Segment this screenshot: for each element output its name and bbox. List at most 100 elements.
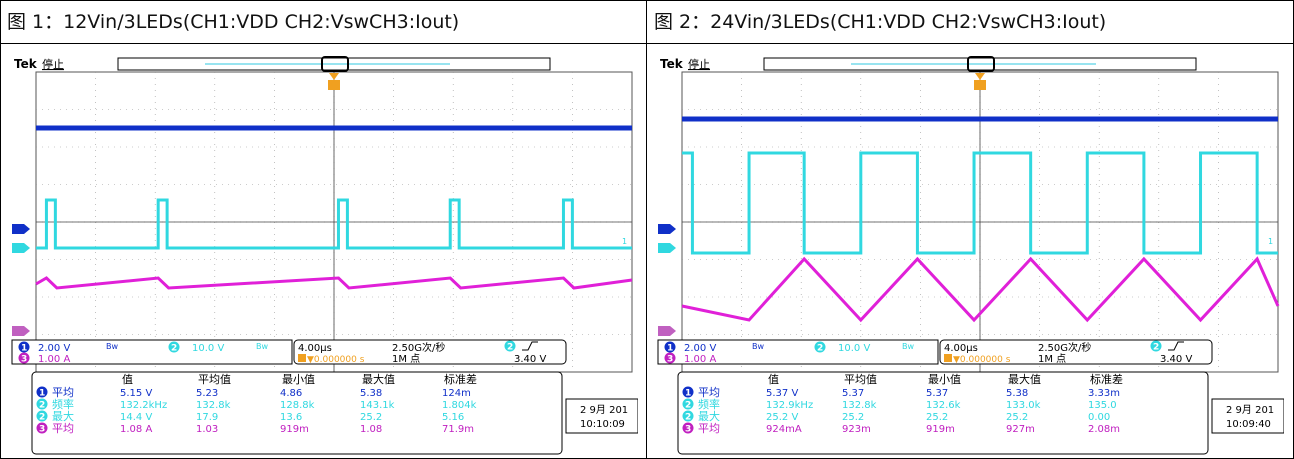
- meas-header: 标准差: [444, 372, 477, 386]
- meas-row-badge: [682, 422, 694, 434]
- ch3-badge: [664, 352, 676, 364]
- trigger-position: ▼0.000000 s: [307, 355, 365, 365]
- ch1-ground-marker: [658, 224, 676, 234]
- meas-row-name: 最大: [698, 409, 720, 423]
- ch1-scale: 2.00 V: [38, 343, 70, 354]
- meas-value: 132.8k: [842, 400, 877, 411]
- meas-header: 最小值: [282, 373, 315, 386]
- meas-row-name: 平均: [52, 422, 74, 435]
- meas-row-badge: [682, 398, 694, 410]
- ch3-scale: 1.00 A: [38, 354, 70, 365]
- meas-value: 17.9: [196, 412, 218, 423]
- meas-row-badge-number: 1: [685, 389, 691, 399]
- meas-value: 14.4 V: [120, 412, 152, 423]
- ch2-edge-mark: 1: [1268, 237, 1273, 246]
- ch2-bw-icon: Bw: [902, 342, 914, 351]
- ch2-edge-mark: 1: [622, 237, 627, 246]
- scope-screenshot-2: Tek 停止 1 1 2.00 V Bw 2 10.0 V Bw 3 1.00 A 4.00µs ▼0.…: [656, 56, 1284, 456]
- record-view-window: [321, 56, 349, 72]
- ch2-scale: 10.0 V: [838, 343, 870, 354]
- ch2-ground-marker: [12, 243, 30, 253]
- ch3-trace: [35, 276, 633, 290]
- meas-value: 2.08m: [1088, 424, 1120, 435]
- meas-value: 135.0: [1088, 400, 1117, 411]
- timebase-value: 4.00µs: [944, 343, 978, 354]
- meas-row-badge-number: 2: [685, 413, 691, 423]
- meas-header: 平均值: [198, 373, 231, 386]
- datetime-box: [1211, 398, 1284, 434]
- meas-row-badge-number: 2: [39, 413, 45, 423]
- record-view-window: [967, 56, 995, 72]
- scope-state: 停止: [42, 57, 64, 71]
- meas-row-badge: [36, 422, 48, 434]
- meas-value: 5.15 V: [120, 388, 152, 399]
- ch1-ground-marker: [12, 224, 30, 234]
- meas-row-name: 平均: [698, 422, 720, 435]
- meas-value: 128.8k: [280, 400, 315, 411]
- ch2-badge-number: 2: [171, 344, 177, 354]
- scope-svg: Tek 停止 1 1 2.00 V Bw 2 10.0 V Bw 3 1.00 A 4.00µs▼0.…: [657, 56, 1284, 455]
- meas-value: 132.9kHz: [766, 400, 813, 411]
- meas-value: 5.23: [196, 388, 218, 399]
- meas-row-name: 频率: [52, 397, 74, 411]
- timebase-box: [939, 339, 1213, 365]
- meas-value: 124m: [442, 388, 471, 399]
- scope-screenshot-1: Tek 停止 1 1 2.00 V Bw 2 10.0 V Bw 3 1.00 A 4.00µs ▼0.…: [10, 56, 638, 456]
- ch3-badge: [18, 352, 30, 364]
- timebase-value: 4.00µs: [298, 343, 332, 354]
- ch2-badge: [814, 341, 826, 353]
- meas-row-badge: [36, 386, 48, 398]
- meas-row-badge-number: 1: [39, 389, 45, 399]
- channel-settings-box: [657, 339, 939, 365]
- meas-header: 标准差: [1090, 372, 1123, 386]
- meas-row-badge-number: 2: [39, 401, 45, 411]
- meas-row-badge-number: 2: [685, 401, 691, 411]
- ch1-bw-icon: Bw: [752, 342, 764, 351]
- meas-value: 132.6k: [926, 400, 961, 411]
- meas-value: 923m: [842, 424, 871, 435]
- scope-brand: Tek: [660, 57, 684, 71]
- ch3-badge-number: 3: [21, 355, 27, 365]
- scope-svg: Tek 停止 1 1 2.00 V Bw 2 10.0 V Bw 3 1.00 A 4.00µs▼0.…: [11, 56, 638, 455]
- meas-header: 最小值: [928, 373, 961, 386]
- trigger-source-number: 2: [1153, 343, 1159, 353]
- trigger-slope-icon: [1168, 341, 1184, 351]
- meas-value: 132.2kHz: [120, 400, 167, 411]
- ch2-trace: [682, 151, 1278, 255]
- measurements-box: [31, 371, 563, 455]
- meas-header: 值: [122, 373, 133, 386]
- scope-state: 停止: [688, 57, 710, 71]
- meas-value: 25.2: [360, 412, 382, 423]
- meas-value: 133.0k: [1006, 400, 1041, 411]
- record-length: 1M 点: [392, 353, 420, 365]
- trigger-t-icon: [328, 80, 340, 90]
- ch1-scale: 2.00 V: [684, 343, 716, 354]
- meas-row-name: 平均: [52, 386, 74, 399]
- ch3-ground-marker: [12, 326, 30, 336]
- ch1-badge-number: 1: [21, 344, 27, 354]
- meas-value: 4.86: [280, 388, 302, 399]
- trigger-position: ▼0.000000 s: [953, 355, 1011, 365]
- meas-row-badge-number: 3: [685, 425, 691, 435]
- scope-time: 10:09:40: [1226, 419, 1271, 430]
- trigger-source-number: 2: [507, 343, 513, 353]
- figure-divider: [646, 0, 647, 459]
- ch1-badge-number: 1: [667, 344, 673, 354]
- ch3-ground-marker: [658, 326, 676, 336]
- meas-header: 最大值: [1008, 372, 1041, 386]
- meas-value: 143.1k: [360, 400, 395, 411]
- ch2-badge: [168, 341, 180, 353]
- trigger-pos-icon: [298, 354, 306, 362]
- scope-brand: Tek: [14, 57, 38, 71]
- meas-row-badge-number: 3: [39, 425, 45, 435]
- trigger-slope-icon: [522, 341, 538, 351]
- meas-row-badge: [36, 398, 48, 410]
- ch2-badge-number: 2: [817, 344, 823, 354]
- trigger-position-marker: [975, 73, 985, 80]
- datetime-box: [565, 398, 638, 434]
- meas-value: 5.37 V: [766, 388, 798, 399]
- meas-value: 1.03: [196, 424, 218, 435]
- ch2-scale: 10.0 V: [192, 343, 224, 354]
- trigger-t-icon: [974, 80, 986, 90]
- meas-row-name: 频率: [698, 397, 720, 411]
